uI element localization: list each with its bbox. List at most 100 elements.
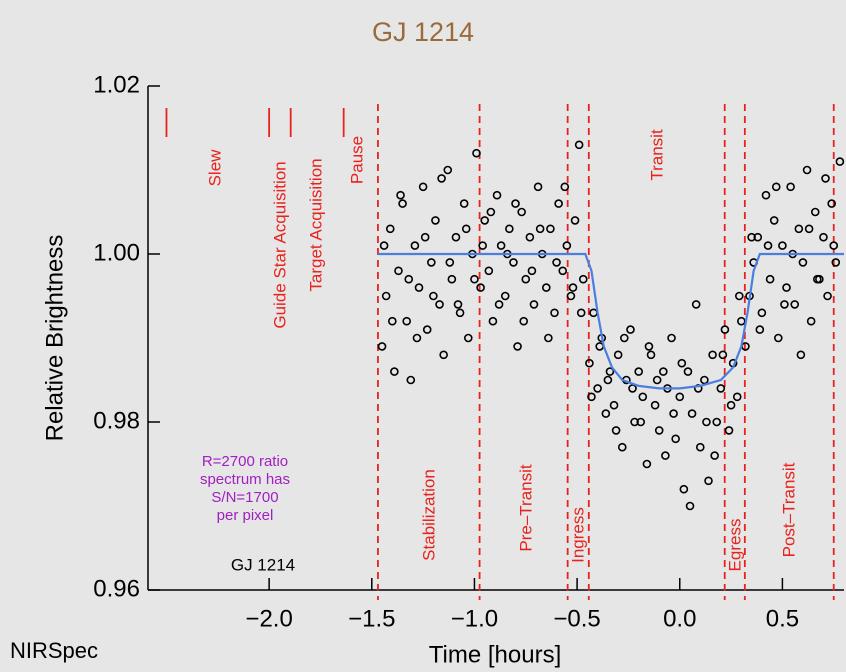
x-tick-label: −2.0 (245, 605, 292, 632)
data-point (550, 308, 559, 318)
data-point (628, 384, 637, 393)
data-point (634, 367, 643, 376)
data-point (484, 266, 494, 276)
data-point (747, 232, 756, 242)
data-point (605, 367, 615, 376)
data-point (533, 182, 543, 192)
data-point (683, 367, 693, 376)
event-label: Transit (647, 129, 666, 181)
data-point (780, 300, 789, 309)
data-point (455, 308, 465, 318)
data-point (437, 174, 446, 183)
data-point (827, 199, 836, 208)
data-point (509, 258, 518, 267)
data-point (831, 258, 841, 267)
data-point (786, 182, 795, 192)
data-point (601, 409, 611, 418)
data-point (435, 300, 444, 309)
data-point (617, 442, 627, 452)
data-point (505, 224, 514, 234)
data-point (451, 232, 461, 242)
data-point (763, 241, 773, 250)
data-point (819, 232, 828, 242)
data-point (654, 426, 664, 435)
data-point (829, 241, 839, 250)
data-point (568, 283, 578, 292)
data-point (794, 224, 804, 234)
x-tick-label: −0.5 (553, 605, 600, 632)
data-point (589, 308, 598, 318)
data-point (390, 367, 399, 376)
event-label: Post–Transit (779, 462, 798, 557)
data-point (753, 232, 763, 242)
data-point (461, 224, 471, 234)
event-label: Egress (725, 519, 744, 572)
data-point (765, 274, 775, 284)
data-point (527, 266, 537, 276)
data-point (431, 216, 440, 225)
data-point (835, 157, 845, 166)
data-point (570, 216, 580, 225)
data-point (404, 274, 414, 284)
data-point (494, 300, 504, 309)
x-tick-label: −1.0 (451, 605, 498, 632)
data-point (732, 392, 742, 402)
annotation: R=2700 ratio (202, 453, 288, 470)
data-point (613, 350, 623, 360)
data-point (595, 342, 604, 351)
data-point (406, 375, 416, 385)
x-tick-label: 0.0 (663, 605, 696, 632)
data-point (443, 165, 453, 175)
data-point (418, 182, 428, 192)
data-point (381, 291, 391, 301)
data-point (646, 350, 656, 360)
data-point (472, 148, 481, 158)
data-point (700, 375, 709, 385)
event-label: Target Acquisition (306, 158, 325, 291)
data-point (574, 140, 584, 150)
data-point (642, 459, 652, 469)
data-point (429, 291, 438, 301)
data-point (463, 333, 473, 343)
data-point (702, 417, 711, 427)
data-point (492, 190, 502, 200)
data-point (802, 165, 812, 175)
data-point (638, 392, 648, 402)
data-point (757, 308, 767, 318)
data-point (609, 400, 619, 410)
data-point (661, 451, 670, 460)
data-point (402, 316, 411, 326)
data-point (710, 451, 719, 460)
data-point (546, 224, 555, 234)
data-point (486, 207, 496, 217)
data-point (671, 434, 680, 444)
event-label: Slew (205, 149, 224, 187)
y-tick-label: 1.02 (93, 71, 140, 98)
data-point (677, 358, 687, 368)
data-point (669, 409, 678, 418)
data-point (525, 232, 535, 242)
data-point (790, 300, 800, 309)
data-point (377, 342, 387, 351)
data-point (412, 333, 422, 343)
data-point (500, 291, 510, 301)
data-point (603, 375, 613, 385)
data-point (578, 274, 588, 284)
data-point (478, 241, 487, 250)
data-point (558, 266, 568, 276)
data-point (519, 316, 529, 326)
data-point (737, 316, 746, 326)
data-point (396, 190, 405, 200)
data-point (716, 384, 726, 393)
data-point (513, 342, 522, 351)
data-point (422, 325, 432, 334)
x-tick-label: 0.5 (766, 605, 799, 632)
data-point (644, 342, 654, 351)
data-point (708, 350, 717, 360)
data-point (511, 199, 520, 208)
data-point (420, 232, 430, 242)
data-point (806, 316, 816, 326)
data-point (782, 283, 791, 292)
data-point (439, 350, 448, 360)
